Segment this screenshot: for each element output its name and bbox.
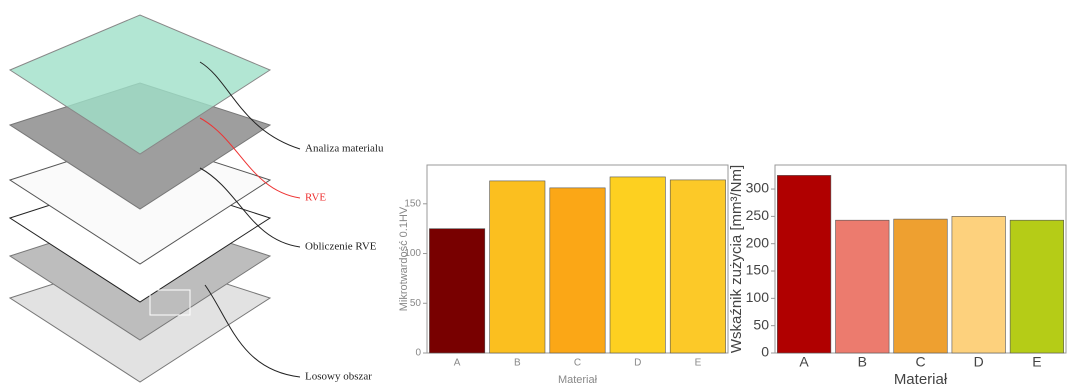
y-tick-label: 150 bbox=[404, 198, 421, 209]
y-tick-label: 100 bbox=[404, 248, 421, 259]
x-tick-label: B bbox=[858, 354, 867, 370]
layer-diagram: Analiza materialu RVE Obliczenie RVE Los… bbox=[8, 14, 384, 383]
x-tick-label: D bbox=[974, 354, 984, 370]
y-tick-label: 100 bbox=[746, 289, 770, 305]
y-tick-label: 0 bbox=[415, 348, 421, 359]
y-axis-label: Wskaźnik zużycia [mm³/Nm] bbox=[728, 165, 745, 353]
x-tick-label: C bbox=[574, 358, 581, 369]
x-tick-label: E bbox=[695, 358, 702, 369]
bar bbox=[549, 187, 606, 354]
x-tick-label: E bbox=[1032, 354, 1041, 370]
y-axis-label: Mikrotwardość 0.1HV bbox=[398, 206, 410, 311]
y-tick-label: 250 bbox=[746, 207, 770, 223]
x-tick-label: B bbox=[514, 358, 521, 369]
arrow bbox=[199, 61, 301, 150]
label: Losowy obszar bbox=[305, 371, 372, 383]
y-tick-label: 200 bbox=[746, 234, 770, 250]
bar bbox=[951, 216, 1006, 354]
region bbox=[149, 289, 191, 316]
label: Analiza materialu bbox=[305, 143, 384, 155]
bar bbox=[835, 219, 890, 354]
x-tick-label: D bbox=[634, 358, 641, 369]
y-tick-label: 0 bbox=[761, 344, 769, 360]
x-tick-label: A bbox=[799, 354, 809, 370]
x-axis-label: Materiał bbox=[894, 371, 948, 388]
bar bbox=[489, 180, 546, 354]
y-tick-label: 50 bbox=[410, 298, 422, 309]
arrow bbox=[204, 284, 301, 378]
y-tick-label: 150 bbox=[746, 262, 770, 278]
arrow bbox=[199, 117, 301, 199]
bar bbox=[777, 175, 832, 354]
bar bbox=[669, 179, 726, 354]
layer bbox=[8, 14, 272, 155]
label: Obliczenie RVE bbox=[305, 241, 377, 253]
y-tick-label: 300 bbox=[746, 180, 770, 196]
y-tick-label: 50 bbox=[753, 316, 769, 332]
label: RVE bbox=[305, 192, 326, 204]
x-tick-label: C bbox=[915, 354, 925, 370]
bar bbox=[609, 176, 666, 354]
bar bbox=[893, 218, 948, 354]
bar bbox=[1009, 219, 1064, 354]
x-axis-label: Materiał bbox=[558, 374, 598, 386]
bar bbox=[429, 228, 486, 354]
x-tick-label: A bbox=[454, 358, 461, 369]
arrow bbox=[199, 167, 301, 248]
